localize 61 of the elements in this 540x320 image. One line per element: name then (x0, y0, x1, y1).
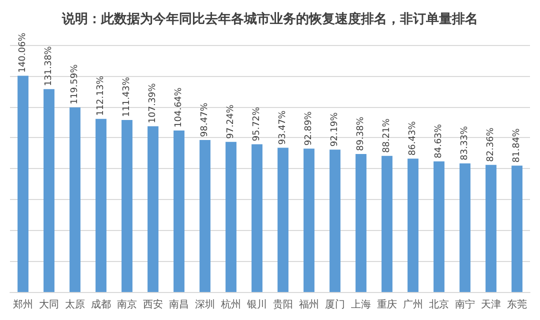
bar (434, 161, 444, 292)
x-tick-label: 杭州 (220, 298, 241, 310)
bar (122, 120, 132, 292)
bar (330, 150, 340, 292)
data-label: 112.13% (96, 75, 106, 116)
bar (382, 156, 392, 292)
bar (252, 144, 262, 292)
data-label: 93.47% (278, 110, 288, 145)
x-tick-label: 重庆 (377, 298, 397, 310)
data-label: 98.47% (200, 102, 210, 137)
bar (200, 140, 210, 292)
data-label: 131.38% (44, 46, 54, 86)
data-label: 88.21% (382, 118, 392, 153)
bar (174, 130, 184, 292)
chart-title: 说明：此数据为今年同比去年各城市业务的恢复速度排名，非订单量排名 (61, 11, 478, 27)
x-tick-label: 北京 (429, 298, 449, 310)
data-label: 104.64% (174, 86, 184, 128)
data-label: 84.63% (434, 124, 444, 158)
x-tick-label: 南宁 (455, 298, 475, 310)
data-label: 111.43% (122, 76, 132, 117)
x-tick-label: 西安 (143, 298, 163, 310)
bar (96, 118, 106, 292)
data-label: 82.36% (486, 127, 496, 162)
bar (512, 166, 522, 292)
bar (356, 154, 366, 292)
x-tick-label: 南京 (117, 298, 137, 310)
x-tick-label: 广州 (403, 298, 423, 310)
bar (486, 164, 496, 292)
data-label: 140.06% (18, 32, 28, 73)
x-tick-label: 深圳 (195, 298, 215, 310)
bar (460, 163, 470, 292)
bar (70, 107, 80, 292)
data-label: 89.38% (356, 116, 366, 152)
x-tick-label: 成都 (91, 298, 111, 310)
x-tick-label: 贵阳 (273, 298, 293, 310)
x-tick-label: 银川 (246, 298, 267, 310)
x-tick-label: 南昌 (169, 298, 189, 310)
bar (148, 126, 158, 292)
data-label: 92.19% (330, 112, 340, 147)
data-label: 83.33% (460, 126, 470, 160)
x-tick-label: 郑州 (13, 298, 33, 310)
bar (278, 148, 288, 292)
x-tick-label: 太原 (65, 298, 85, 310)
bar (18, 76, 28, 292)
data-label: 95.72% (252, 106, 262, 142)
data-label: 92.89% (304, 110, 314, 146)
data-label: 86.43% (408, 120, 418, 156)
data-label: 97.24% (226, 104, 236, 139)
x-tick-label: 厦门 (325, 298, 345, 310)
bar (44, 89, 54, 292)
data-label: 81.84% (512, 128, 522, 163)
data-label: 107.39% (148, 82, 158, 124)
x-tick-label: 上海 (351, 298, 371, 310)
x-tick-label: 天津 (481, 298, 501, 310)
x-tick-label: 福州 (299, 298, 319, 310)
data-label: 119.59% (70, 64, 80, 104)
x-tick-label: 大同 (39, 298, 59, 310)
bar (408, 158, 418, 292)
bar (226, 142, 236, 292)
bar (304, 148, 314, 292)
x-tick-label: 东莞 (507, 298, 527, 310)
